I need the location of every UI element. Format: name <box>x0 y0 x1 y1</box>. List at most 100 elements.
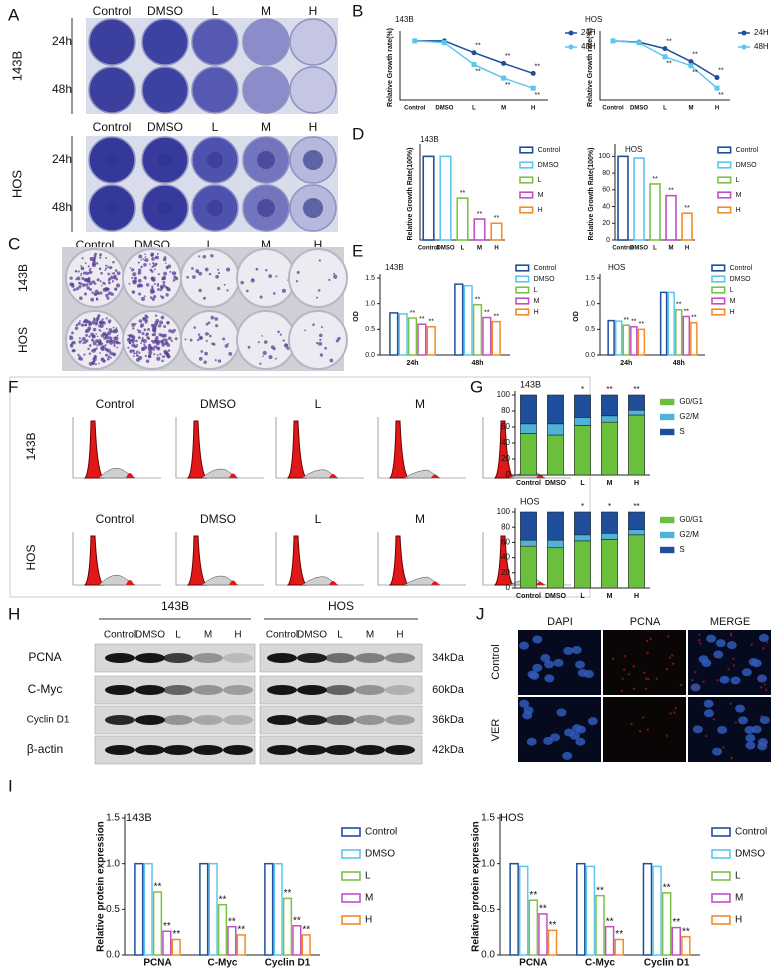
colony <box>137 268 142 272</box>
size-label: 42kDa <box>432 744 465 756</box>
colony <box>77 321 81 326</box>
y-tick-label: 0.5 <box>481 904 495 915</box>
colony <box>104 264 107 267</box>
bar <box>422 155 435 241</box>
nucleus <box>741 668 752 677</box>
colony <box>145 315 149 319</box>
band <box>385 745 415 755</box>
bar-segment <box>574 534 591 542</box>
colony <box>130 339 133 342</box>
colony <box>223 283 226 286</box>
colony <box>98 324 102 328</box>
signal <box>649 637 652 640</box>
colony <box>286 346 290 350</box>
column-label: Control <box>96 512 135 526</box>
colony <box>116 346 119 349</box>
colony <box>112 329 117 334</box>
protein-label: β-actin <box>27 742 63 756</box>
colony <box>104 344 107 347</box>
colony <box>105 267 108 270</box>
colony <box>153 268 156 271</box>
panel-letter: C <box>8 234 20 253</box>
g2-peak <box>431 581 439 585</box>
legend-swatch <box>519 161 534 169</box>
legend-swatch <box>341 871 361 881</box>
band <box>325 653 355 663</box>
colony <box>74 269 78 273</box>
colony <box>148 354 152 359</box>
colony <box>153 282 156 285</box>
signal <box>714 655 717 658</box>
colony <box>131 322 136 327</box>
colony <box>69 343 73 347</box>
well <box>141 18 189 66</box>
colony <box>136 357 140 362</box>
significance: ** <box>666 38 672 45</box>
colony <box>168 289 171 292</box>
g1-peak <box>493 420 514 479</box>
significance: ** <box>633 385 639 394</box>
colony <box>144 354 147 358</box>
legend-label: H <box>365 915 372 926</box>
colony <box>209 334 212 338</box>
colony <box>320 326 323 329</box>
legend-label: 48H <box>581 42 596 51</box>
column-label: L <box>212 4 219 18</box>
well-center <box>106 202 118 214</box>
column-label: DMSO <box>147 120 183 134</box>
colony <box>316 341 319 345</box>
bar <box>199 862 209 956</box>
lane-label: L <box>175 630 181 641</box>
x-tick-label: Control <box>516 480 541 487</box>
signal <box>760 686 763 689</box>
significance: ** <box>505 53 511 60</box>
colony <box>95 262 99 265</box>
colony <box>202 296 206 300</box>
dish <box>236 310 296 370</box>
nucleus <box>730 676 741 685</box>
chart-title: HOS <box>585 15 602 24</box>
significance: ** <box>477 211 483 218</box>
legend-swatch <box>660 516 675 524</box>
colony <box>87 265 90 268</box>
well <box>191 66 239 114</box>
band <box>193 715 223 725</box>
signal <box>698 633 701 636</box>
y-tick-label: 1.5 <box>585 275 595 282</box>
row-label: 143B <box>24 432 38 460</box>
colony <box>157 273 160 276</box>
significance: ** <box>505 82 511 89</box>
y-axis-label: OD <box>353 311 360 322</box>
colony <box>324 346 327 350</box>
y-axis-label: Relative Growth rate(%) <box>587 28 594 107</box>
colony <box>85 283 89 287</box>
colony <box>210 315 215 320</box>
bar <box>472 303 483 356</box>
colony <box>99 253 103 257</box>
colony <box>88 323 91 326</box>
colony <box>80 340 83 342</box>
y-tick-label: 0.0 <box>481 950 495 961</box>
lane-label: DMSO <box>135 630 165 641</box>
significance: ** <box>596 885 604 896</box>
column-label: M <box>261 238 271 252</box>
column-label: MERGE <box>710 616 750 628</box>
colony <box>80 265 83 267</box>
band <box>135 685 165 695</box>
size-label: 36kDa <box>432 714 465 726</box>
colony <box>92 280 94 283</box>
colony <box>151 297 155 301</box>
signal <box>665 734 669 737</box>
colony <box>126 337 131 342</box>
colony <box>107 291 112 296</box>
colony <box>79 296 83 301</box>
colony <box>157 287 160 291</box>
colony <box>94 354 97 358</box>
bar <box>134 862 144 956</box>
colony <box>158 333 162 336</box>
colony <box>80 272 83 275</box>
bar <box>426 326 436 356</box>
colony <box>153 345 157 348</box>
colony <box>140 347 146 352</box>
colony <box>211 342 215 346</box>
